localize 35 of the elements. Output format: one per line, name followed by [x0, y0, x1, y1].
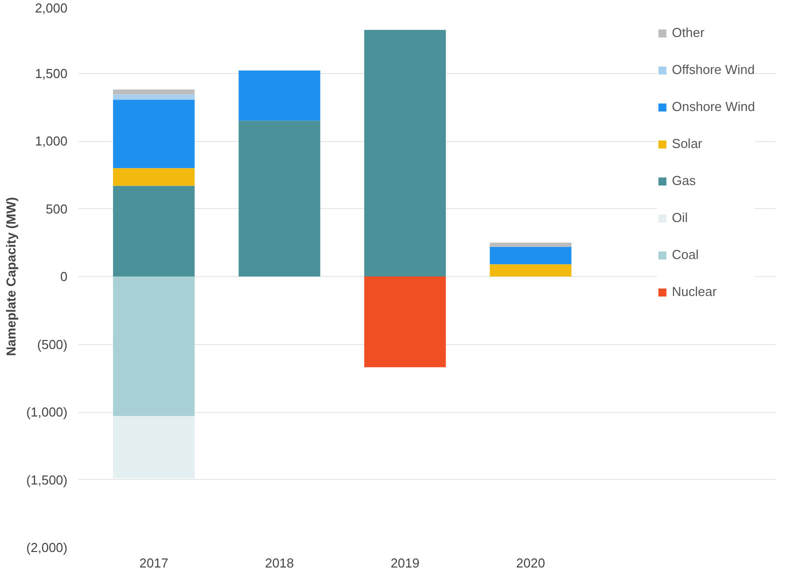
y-tick-label: 1,500 — [34, 66, 68, 81]
x-tick-label: 2018 — [264, 556, 294, 570]
legend-label: Nuclear — [672, 284, 717, 299]
legend-label: Gas — [672, 173, 696, 188]
legend-label: Other — [672, 25, 704, 40]
bar — [113, 100, 195, 168]
y-tick-label: 500 — [46, 201, 68, 216]
bar — [113, 90, 195, 94]
y-axis-title: Nameplate Capacity (MW) — [3, 197, 18, 356]
legend-label: Coal — [672, 247, 699, 262]
bar — [113, 276, 195, 416]
y-tick-label: (2,000) — [26, 540, 68, 555]
x-tick-label: 2019 — [390, 556, 420, 570]
bar — [490, 264, 572, 276]
y-tick-label: 0 — [60, 269, 68, 284]
y-tick-label: (1,000) — [26, 404, 68, 420]
bar — [238, 70, 320, 121]
y-tick-label: 1,000 — [34, 134, 68, 148]
legend-label: Onshore Wind — [672, 99, 755, 114]
y-tick-label: 2,000 — [34, 0, 68, 16]
bar — [113, 186, 195, 276]
x-tick-label: 2017 — [139, 556, 168, 570]
x-tick-label: 2020 — [516, 556, 546, 570]
legend-label: Offshore Wind — [672, 62, 755, 77]
bar — [490, 246, 572, 264]
bar — [113, 168, 195, 186]
bar — [364, 30, 446, 276]
bar — [113, 94, 195, 100]
y-tick-label: (500) — [37, 336, 68, 352]
legend-label: Solar — [672, 136, 702, 151]
legend-label: Oil — [672, 210, 689, 225]
bar — [490, 242, 572, 247]
bar — [364, 276, 446, 368]
y-tick-label: (1,500) — [26, 472, 68, 488]
bar — [238, 120, 320, 276]
